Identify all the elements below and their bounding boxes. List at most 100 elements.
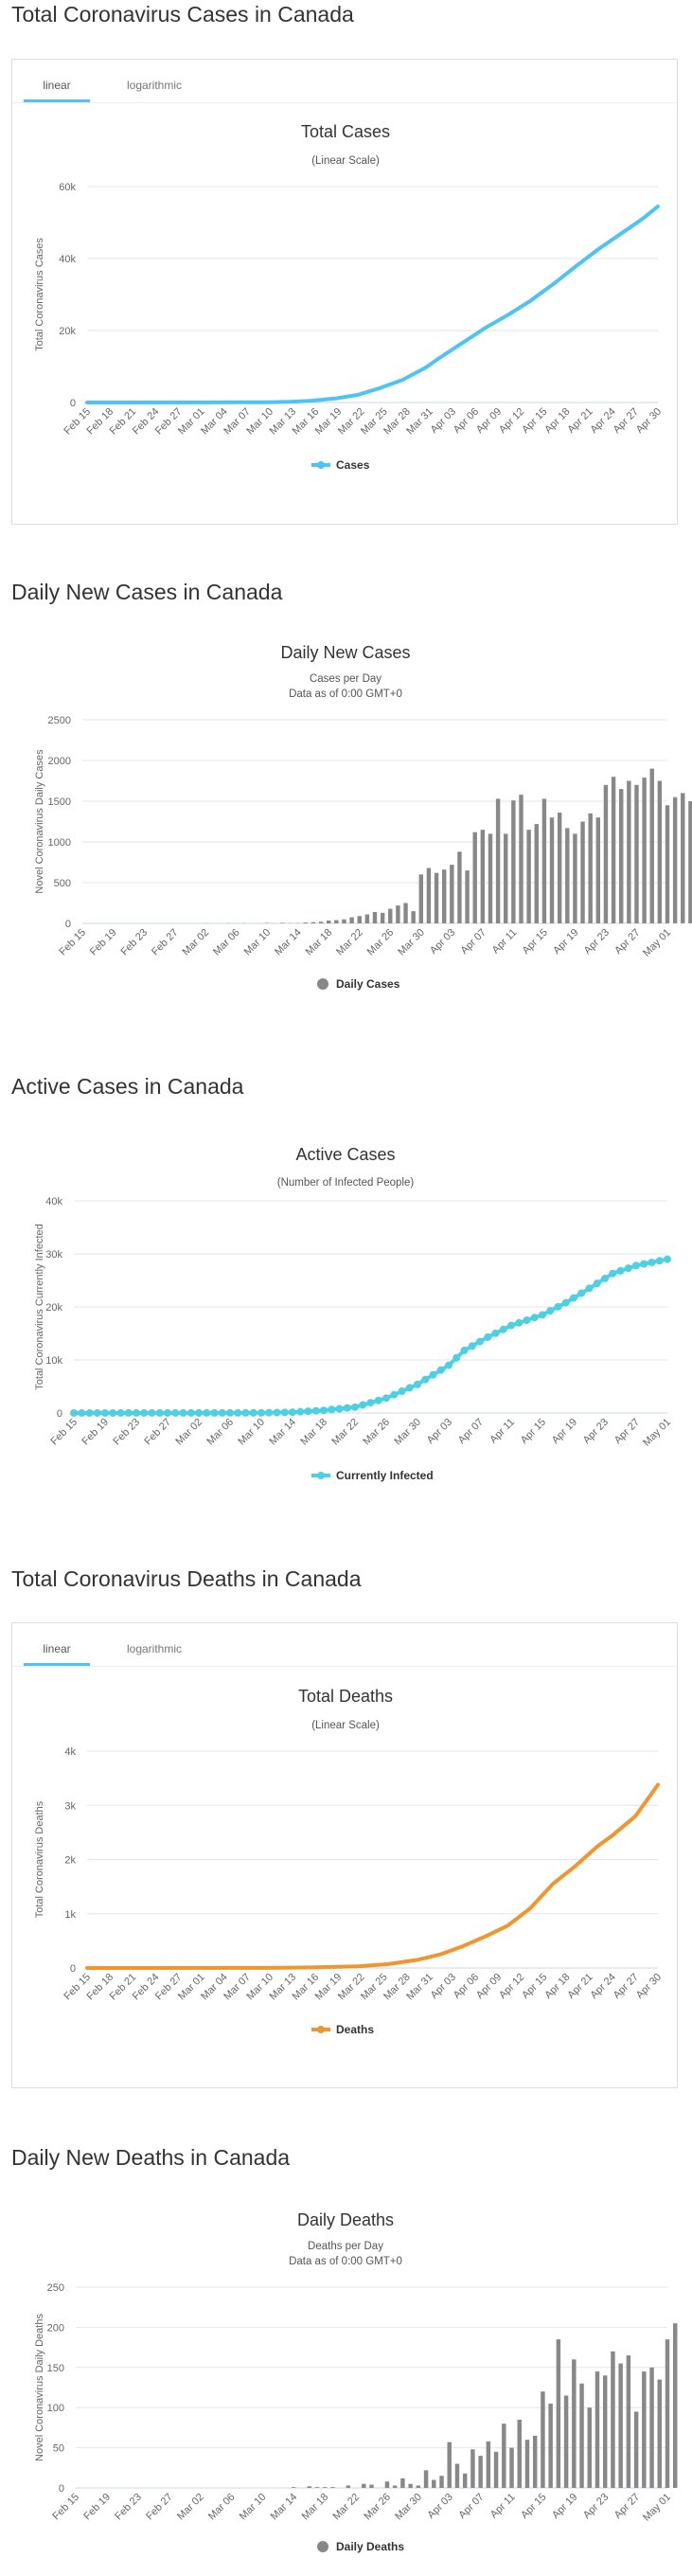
- bar: [303, 922, 309, 923]
- data-point: [484, 1333, 492, 1341]
- legend-label: Daily Deaths: [336, 2540, 404, 2553]
- bar: [357, 916, 362, 923]
- x-tick-label: Feb 15: [48, 1417, 80, 1448]
- data-point: [265, 1408, 274, 1417]
- chart-title: Active Cases: [295, 1145, 395, 1164]
- daily-deaths-chart: Daily Deaths Deaths per Day Data as of 0:0…: [34, 2210, 678, 2553]
- tab-linear[interactable]: linear: [24, 71, 90, 102]
- data-point: [226, 1408, 234, 1417]
- x-tick-label: Apr 15: [519, 2492, 548, 2521]
- y-tick-label: 100: [47, 2403, 64, 2414]
- bar: [603, 784, 609, 923]
- data-point: [241, 1408, 250, 1417]
- y-tick-label: 40k: [59, 254, 76, 265]
- x-tick-label: Apr 07: [456, 2492, 486, 2521]
- x-tick-label: Apr 23: [582, 927, 612, 957]
- bar: [411, 911, 416, 923]
- bar: [403, 903, 408, 923]
- bar: [688, 801, 692, 923]
- x-tick-label: Feb 23: [111, 1417, 142, 1448]
- y-tick-label: 10k: [45, 1355, 62, 1367]
- y-tick-label: 0: [57, 1408, 62, 1420]
- data-point: [210, 1408, 219, 1417]
- y-tick-label: 200: [47, 2322, 64, 2334]
- data-point: [648, 1258, 656, 1266]
- x-tick-label: Mar 26: [361, 1417, 392, 1448]
- y-tick-label: 250: [47, 2282, 64, 2294]
- data-point: [405, 1384, 414, 1392]
- data-point: [179, 1408, 187, 1417]
- y-tick-label: 1000: [48, 837, 71, 849]
- tab-logarithmic[interactable]: logarithmic: [126, 1642, 183, 1655]
- tab-linear[interactable]: linear: [24, 1635, 90, 1666]
- series-line: [72, 1257, 669, 1415]
- x-tick-label: Apr 03: [428, 927, 457, 957]
- y-tick-label: 2500: [48, 715, 71, 726]
- x-tick-label: Mar 06: [206, 2492, 238, 2523]
- bar: [672, 2323, 678, 2488]
- daily-cases-chart: Daily New Cases Cases per Day Data as of 0…: [34, 643, 692, 991]
- legend-label: Daily Cases: [336, 977, 400, 991]
- bar: [511, 800, 516, 923]
- legend-symbol: [317, 461, 325, 469]
- data-point: [273, 1408, 281, 1417]
- x-tick-label: Apr 27: [612, 1417, 642, 1446]
- data-point: [507, 1321, 515, 1330]
- y-tick-label: 4k: [64, 1746, 76, 1758]
- chart-subtitle: Data as of 0:00 GMT+0: [289, 689, 402, 700]
- bar: [346, 2485, 351, 2488]
- data-point: [429, 1370, 437, 1379]
- data-point: [561, 1298, 570, 1307]
- x-tick-label: Apr 03: [425, 1417, 454, 1446]
- y-tick-label: 1500: [48, 796, 71, 808]
- bar: [634, 784, 639, 923]
- tab-logarithmic[interactable]: logarithmic: [126, 79, 183, 92]
- y-tick-label: 20k: [59, 326, 76, 337]
- bar: [611, 2351, 615, 2488]
- bar: [388, 908, 393, 923]
- data-point: [70, 1408, 78, 1417]
- bar: [292, 2487, 296, 2488]
- data-point: [436, 1366, 445, 1374]
- section-title-daily-deaths: Daily New Deaths in Canada: [11, 2145, 291, 2170]
- bar: [439, 2476, 444, 2488]
- data-point: [445, 1361, 452, 1369]
- data-point: [335, 1404, 344, 1413]
- chart-title: Total Deaths: [298, 1687, 393, 1706]
- bar: [548, 2403, 553, 2488]
- scale-tabs: linear logarithmic: [12, 1623, 677, 1667]
- bar: [462, 2473, 468, 2488]
- data-point: [289, 1408, 296, 1417]
- tabs-divider: [12, 102, 677, 103]
- x-tick-label: Mar 30: [396, 927, 427, 958]
- y-tick-label: 50: [53, 2443, 64, 2455]
- bar: [342, 919, 346, 923]
- data-point: [311, 1406, 320, 1415]
- section-title-active-cases: Active Cases in Canada: [11, 1074, 244, 1099]
- data-point: [171, 1408, 180, 1417]
- bar: [362, 2483, 366, 2488]
- x-tick-label: Feb 19: [81, 2492, 113, 2523]
- x-tick-label: Mar 18: [298, 1417, 329, 1448]
- bar: [534, 824, 539, 923]
- x-tick-label: Apr 15: [521, 927, 550, 957]
- bar: [480, 830, 486, 923]
- data-point: [452, 1353, 461, 1362]
- x-tick-label: Feb 15: [57, 927, 88, 958]
- x-tick-label: Feb 19: [88, 927, 119, 958]
- chart-subtitle: Cases per Day: [310, 673, 381, 685]
- x-tick-label: May 01: [641, 1417, 673, 1449]
- bar: [517, 2419, 522, 2488]
- y-axis-label: Total Coronavirus Deaths: [34, 1800, 45, 1918]
- x-tick-label: Mar 26: [362, 2492, 393, 2523]
- bar: [642, 2371, 647, 2488]
- bar: [330, 2487, 335, 2488]
- data-point: [398, 1387, 406, 1396]
- bar: [642, 778, 647, 923]
- bar: [665, 2339, 670, 2488]
- data-point: [351, 1403, 359, 1411]
- bar: [665, 805, 670, 923]
- bar: [400, 2478, 405, 2488]
- legend-label: Deaths: [336, 2023, 374, 2036]
- y-tick-label: 3k: [64, 1800, 76, 1812]
